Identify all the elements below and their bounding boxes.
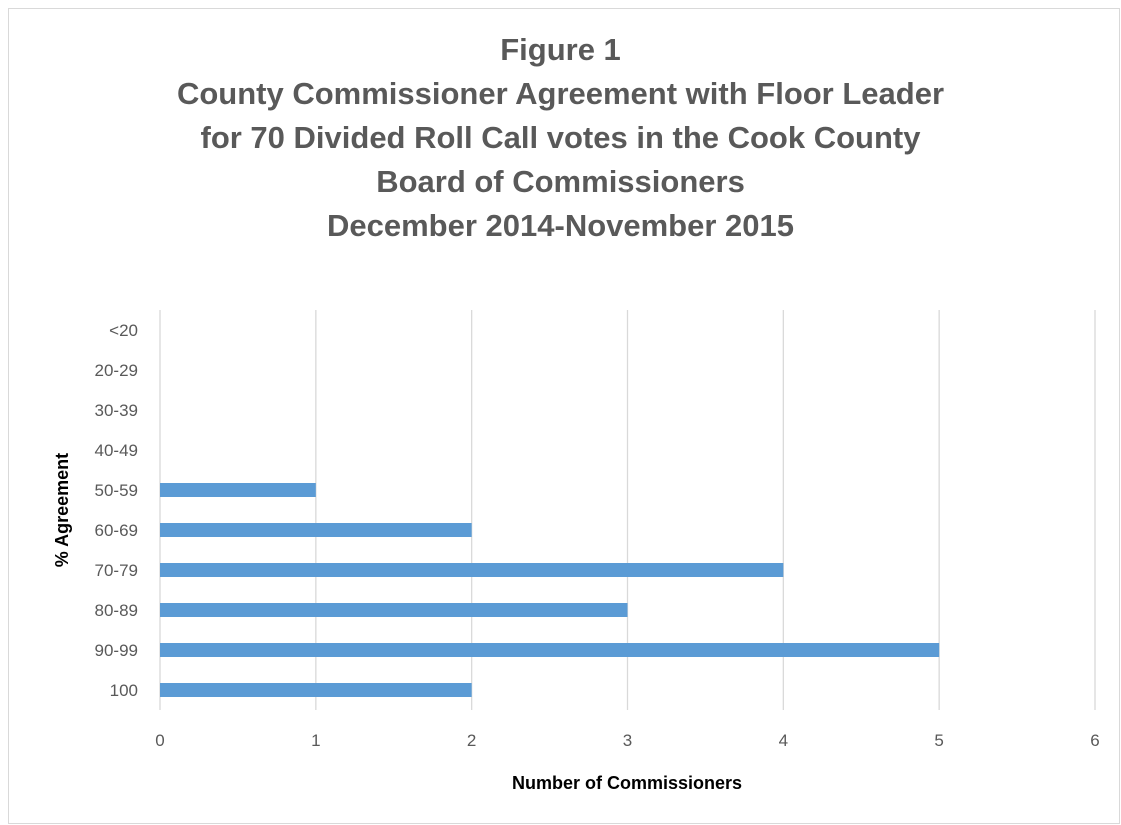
title-line-2: County Commissioner Agreement with Floor…: [176, 76, 945, 111]
x-tick-label: 6: [1090, 731, 1099, 750]
title-line-4: Board of Commissioners: [376, 164, 745, 199]
y-tick-label: 80-89: [95, 601, 138, 620]
x-tick-labels: 0 1 2 3 4 5 6: [155, 731, 1099, 750]
y-tick-label: 100: [110, 681, 138, 700]
bar: [160, 603, 628, 617]
y-tick-label: 20-29: [95, 361, 138, 380]
y-tick-label: 70-79: [95, 561, 138, 580]
bar: [160, 683, 472, 697]
x-tick-label: 4: [779, 731, 788, 750]
y-tick-label: 60-69: [95, 521, 138, 540]
y-tick-label: 40-49: [95, 441, 138, 460]
x-tick-label: 5: [934, 731, 943, 750]
y-tick-label: <20: [109, 321, 138, 340]
x-axis-title: Number of Commissioners: [512, 773, 742, 793]
x-tick-label: 3: [623, 731, 632, 750]
bar: [160, 523, 472, 537]
title-line-5: December 2014-November 2015: [327, 208, 794, 243]
title-line-1: Figure 1: [500, 32, 621, 67]
x-tick-label: 2: [467, 731, 476, 750]
y-tick-label: 90-99: [95, 641, 138, 660]
title-line-3: for 70 Divided Roll Call votes in the Co…: [200, 120, 921, 155]
bar: [160, 483, 316, 497]
bar: [160, 643, 940, 657]
x-tick-label: 0: [155, 731, 164, 750]
y-axis-title: % Agreement: [52, 453, 72, 567]
bar: [160, 563, 784, 577]
y-tick-label: 30-39: [95, 401, 138, 420]
bars: [160, 483, 940, 697]
chart-title: Figure 1 County Commissioner Agreement w…: [0, 28, 1121, 248]
y-tick-label: 50-59: [95, 481, 138, 500]
y-tick-labels: <20 20-29 30-39 40-49 50-59 60-69 70-79 80-89 90…: [95, 321, 138, 700]
x-tick-label: 1: [311, 731, 320, 750]
